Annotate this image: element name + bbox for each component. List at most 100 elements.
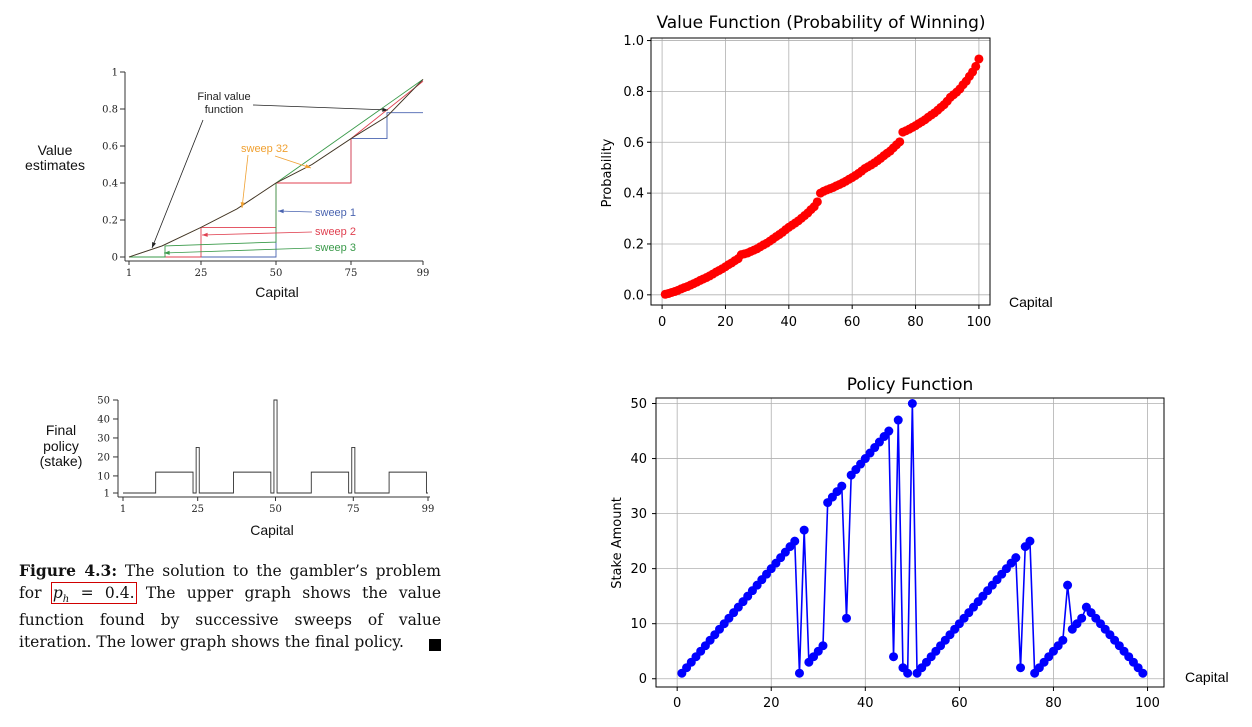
policy-function-ytick-label: 50 — [630, 397, 647, 412]
final-policy-xtick-label: 50 — [269, 504, 282, 515]
value-estimates-series — [128, 79, 424, 258]
sweep-2-arrow — [201, 231, 313, 236]
value-function-xtick-label: 100 — [966, 315, 991, 330]
final-value-arrow-left-head — [152, 242, 156, 248]
policy-function-ytick-label: 40 — [630, 452, 647, 467]
sweep-2-label: sweep 2 — [315, 226, 356, 238]
policy-function-axes: 0 10 20 30 40 50 0 20 40 60 80 100 — [630, 397, 1165, 711]
value-function-point — [895, 137, 905, 147]
policy-function-point — [889, 652, 899, 662]
value-estimates-xtick-label: 75 — [345, 268, 358, 279]
value-function-ytick-label: 0.6 — [623, 136, 644, 151]
policy-function-point — [1077, 613, 1087, 623]
value-estimates-line-final-value-function — [128, 79, 424, 258]
policy-function-point — [790, 536, 800, 546]
sweep-2-arrow-head — [202, 232, 208, 237]
final-value-function-label-line2: function — [205, 104, 244, 116]
value-function-point — [971, 61, 981, 71]
value-function-ytick-label: 1.0 — [623, 34, 644, 49]
final-policy-xtick-label: 99 — [422, 504, 435, 515]
sweep-1-arrow — [277, 210, 313, 213]
policy-function-xtick-label: 60 — [951, 696, 968, 711]
final-policy-ytick-label: 30 — [97, 433, 110, 444]
value-estimates-line-sweep-3 — [129, 79, 424, 258]
value-function-frame — [650, 37, 991, 306]
policy-function-ytick-label: 0 — [639, 672, 647, 687]
sweep-3-label: sweep 3 — [315, 242, 356, 254]
policy-function-ylabel: Stake Amount — [610, 497, 625, 589]
value-function-point — [974, 54, 984, 64]
value-estimates-ytick-label: 0.4 — [102, 179, 118, 190]
policy-function-point — [794, 668, 804, 678]
final-value-arrow-left — [151, 119, 204, 249]
value-function-title: Value Function (Probability of Winning) — [656, 13, 985, 33]
policy-function-point — [1025, 536, 1035, 546]
policy-function-point — [884, 426, 894, 436]
policy-function-series — [677, 399, 1148, 678]
sweep-1-arrow-head — [278, 209, 284, 214]
policy-function-xlabel: Capital — [1185, 669, 1229, 685]
value-estimates-ylabel-line1: Value — [38, 142, 73, 158]
final-policy-xlabel: Capital — [250, 522, 294, 538]
final-policy-ytick-label: 50 — [97, 396, 110, 407]
final-policy-ylabel-line2: policy — [43, 438, 79, 454]
final-policy-ylabel-line1: Final — [46, 422, 76, 438]
value-estimates-ytick-label: 0.2 — [102, 216, 118, 227]
value-function-ytick-label: 0.0 — [623, 288, 644, 303]
value-estimates-xtick-label: 25 — [195, 268, 208, 279]
value-function-ytick-label: 0.8 — [623, 85, 644, 100]
value-function-ylabel: Probability — [600, 138, 615, 207]
final-value-arrow-right-head — [382, 107, 388, 112]
value-function-xtick-label: 40 — [781, 315, 798, 330]
value-function-chart: Value Function (Probability of Winning) … — [600, 13, 1053, 330]
policy-function-point — [799, 525, 809, 535]
policy-function-point — [1011, 553, 1021, 563]
final-policy-ytick-label: 10 — [97, 471, 110, 482]
value-function-xtick-label: 60 — [844, 315, 861, 330]
final-policy-xtick-label: 75 — [347, 504, 360, 515]
value-estimates-plot: Value estimates 00.20.40.60.811 25 50 75 99 … — [25, 68, 429, 301]
value-estimates-ylabel-line2: estimates — [25, 157, 85, 173]
value-function-xlabel: Capital — [1009, 294, 1053, 310]
end-of-proof-square-icon — [429, 639, 441, 652]
policy-function-point — [1138, 668, 1148, 678]
policy-function-frame — [655, 397, 1165, 688]
policy-function-title: Policy Function — [847, 375, 974, 395]
final-policy-xtick-label: 1 — [120, 504, 126, 515]
value-function-axes: 0.0 0.2 0.4 0.6 0.8 1.0 0 20 40 60 80 100 — [623, 34, 991, 330]
final-policy-series — [123, 399, 428, 494]
caption-label: Figure 4.3: — [19, 561, 118, 580]
policy-function-point — [842, 613, 851, 623]
value-function-ytick-label: 0.4 — [623, 187, 644, 202]
value-estimates-axes: 0 0.2 0.4 0.6 0.8 1 1 25 50 75 99 — [102, 68, 429, 280]
sweep-3-arrow-head — [164, 250, 170, 255]
final-policy-ytick-label: 40 — [97, 414, 110, 425]
figure-caption: Figure 4.3: The solution to the gambler’… — [19, 560, 441, 653]
value-estimates-xlabel: Capital — [255, 284, 299, 300]
policy-function-xtick-label: 20 — [763, 696, 780, 711]
value-function-point — [812, 197, 822, 207]
sweep-1-label: sweep 1 — [315, 207, 356, 219]
policy-function-ytick-label: 10 — [630, 617, 647, 632]
caption-ph-equation: ph = 0.4. — [50, 581, 137, 605]
final-policy-plot: Final policy (stake) 1 10 20 30 40 50 1 25 50 75 9… — [40, 396, 435, 539]
value-function-xtick-label: 20 — [717, 315, 734, 330]
final-policy-ytick-label: 20 — [97, 452, 110, 463]
value-estimates-xtick-label: 50 — [270, 268, 283, 279]
caption-text-before: The solution to the gambler’s problem fo… — [19, 562, 441, 602]
policy-function-point — [893, 415, 903, 425]
value-estimates-annotations: Final value function sweep 32 sweep 1 sw… — [151, 91, 389, 255]
sweep-3-arrow — [163, 247, 313, 254]
final-policy-ylabel-line3: (stake) — [40, 453, 83, 469]
caption-ph-subscript: h — [62, 593, 70, 605]
final-policy-step-line — [123, 399, 428, 494]
policy-function-xtick-label: 100 — [1135, 696, 1160, 711]
sweep-32-arrow-left-head — [240, 202, 245, 208]
policy-function-point — [1016, 663, 1026, 673]
value-estimates-ytick-label: 0 — [112, 253, 118, 264]
value-function-ytick-label: 0.2 — [623, 237, 644, 252]
policy-function-point — [903, 668, 913, 678]
policy-function-point — [818, 641, 828, 651]
